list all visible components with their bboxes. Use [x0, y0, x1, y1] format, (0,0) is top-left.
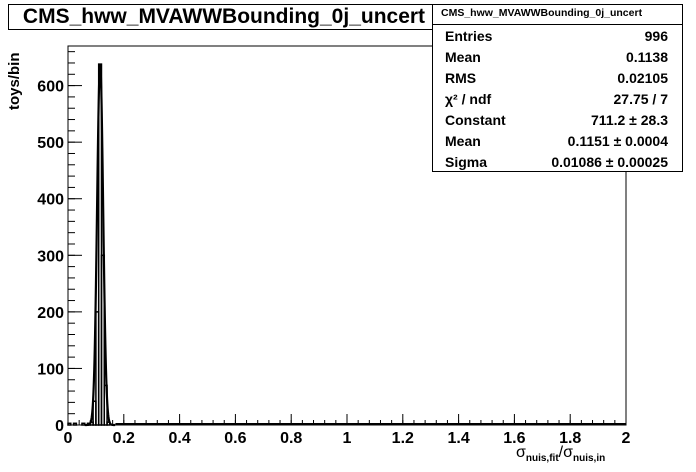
stats-row-mean: Mean 0.1138: [433, 46, 682, 67]
stats-value: 0.01086 ± 0.00025: [551, 153, 668, 170]
stats-row-chi2: χ² / ndf 27.75 / 7: [433, 88, 682, 109]
histogram-bin: [81, 422, 86, 426]
stats-value: 711.2 ± 28.3: [591, 111, 668, 128]
stats-value: 0.1151 ± 0.0004: [567, 132, 668, 149]
stats-row-entries: Entries 996: [433, 25, 682, 46]
y-tick-label: 500: [37, 135, 64, 152]
stats-header: CMS_hww_MVAWWBounding_0j_uncert: [433, 5, 682, 25]
x-tick-label: 0.8: [280, 430, 302, 447]
x-tick-label: 1.2: [392, 430, 414, 447]
chart-title: CMS_hww_MVAWWBounding_0j_uncert: [8, 4, 440, 30]
x-tick-label: 0: [64, 430, 73, 447]
y-tick-label: 400: [37, 192, 64, 209]
stats-label: Mean: [445, 48, 481, 65]
histogram-bin: [72, 422, 78, 426]
stats-row-rms: RMS 0.02105: [433, 67, 682, 88]
x-axis-sub-fit: nuis,fit: [525, 453, 559, 465]
stats-label: χ² / ndf: [445, 90, 492, 107]
stats-label: Constant: [445, 111, 506, 128]
fit-curve: [84, 63, 626, 427]
y-tick-label: 200: [37, 305, 64, 322]
stats-row-fit-mean: Mean 0.1151 ± 0.0004: [433, 130, 682, 151]
x-tick-label: 1: [343, 430, 352, 447]
stats-value: 0.02105: [617, 69, 668, 86]
x-axis-label: σnuis,fit/σnuis,in: [516, 444, 605, 464]
y-tick-label: 100: [37, 361, 64, 378]
x-tick-label: 0.6: [224, 430, 246, 447]
stats-label: Mean: [445, 132, 481, 149]
x-axis-sigma-2: σ: [563, 444, 573, 461]
y-tick-label: 600: [37, 79, 64, 96]
x-axis-sigma: σ: [516, 444, 526, 461]
stats-row-constant: Constant 711.2 ± 28.3: [433, 109, 682, 130]
x-tick-label: 1.6: [503, 430, 525, 447]
stats-label: RMS: [445, 69, 477, 86]
y-axis-label: toys/bin: [6, 52, 23, 110]
x-tick-label: 2: [622, 430, 631, 447]
stats-box: CMS_hww_MVAWWBounding_0j_uncert Entries …: [432, 4, 683, 172]
gaussian-fit-line: [84, 63, 116, 427]
stats-value: 996: [644, 27, 668, 44]
stats-label: Sigma: [445, 153, 488, 170]
x-tick-label: 0.2: [113, 430, 135, 447]
y-tick-label: 300: [37, 248, 64, 265]
stats-value: 0.1138: [625, 48, 668, 65]
x-tick-label: 1.8: [559, 430, 581, 447]
stats-row-sigma: Sigma 0.01086 ± 0.00025: [433, 151, 682, 172]
histogram-bin: [67, 422, 72, 426]
stats-value: 27.75 / 7: [613, 90, 669, 107]
x-axis-slash: /: [558, 444, 564, 461]
x-axis-sub-in: nuis,in: [572, 453, 606, 465]
x-tick-label: 0.4: [168, 430, 190, 447]
x-tick-label: 1.4: [447, 430, 469, 447]
y-tick-label: 0: [55, 418, 64, 435]
stats-label: Entries: [445, 27, 493, 44]
